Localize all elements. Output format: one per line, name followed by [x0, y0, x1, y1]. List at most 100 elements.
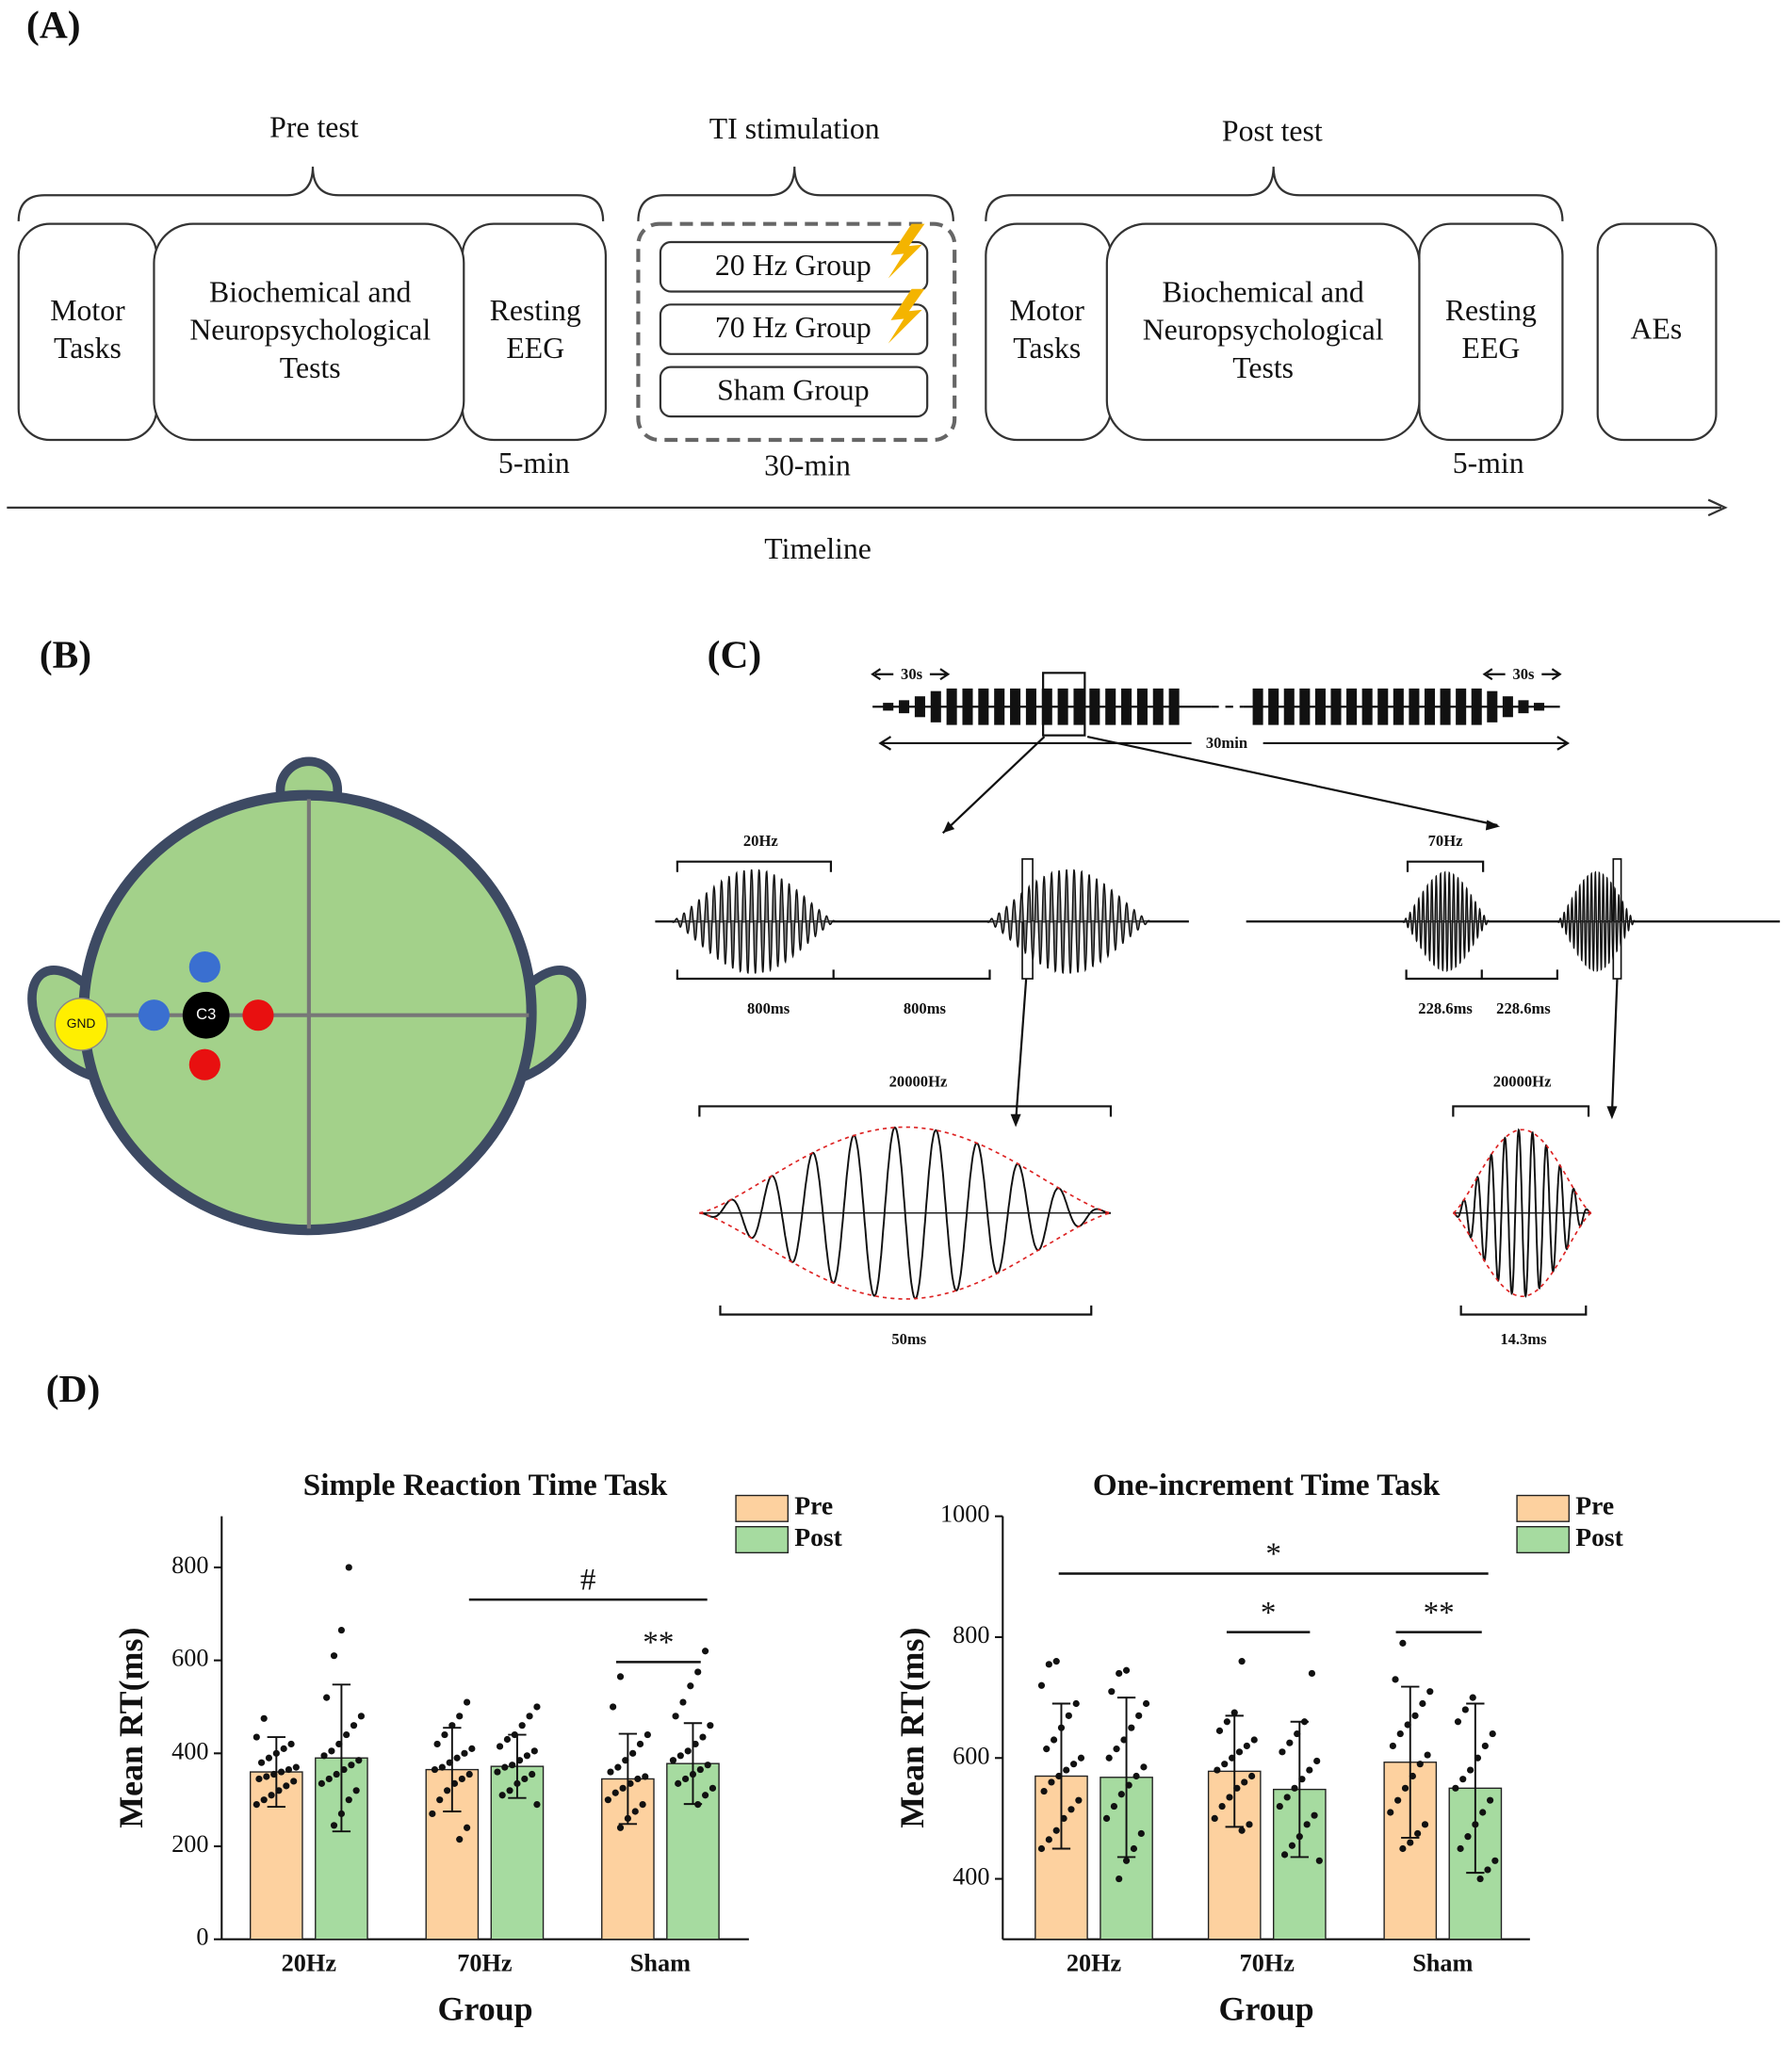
data-point	[345, 1796, 352, 1804]
pulse	[1152, 688, 1164, 725]
pulse	[1252, 688, 1263, 725]
data-point	[1461, 1706, 1469, 1713]
data-point	[616, 1673, 625, 1681]
y-tick-label: 600	[171, 1645, 208, 1672]
pulse	[1361, 688, 1373, 725]
data-point	[1122, 1666, 1131, 1674]
data-point	[1387, 1809, 1394, 1816]
data-point	[1454, 1718, 1462, 1726]
data-point	[337, 1626, 345, 1634]
error-bar	[443, 1727, 462, 1812]
data-point	[1279, 1748, 1286, 1756]
y-tick-label: 800	[171, 1551, 208, 1579]
data-point	[701, 1792, 709, 1799]
data-point	[1452, 1784, 1459, 1792]
data-point	[1045, 1836, 1052, 1843]
x-tick-label: Sham	[630, 1949, 691, 1976]
data-point	[1491, 1857, 1499, 1864]
data-point	[285, 1765, 293, 1774]
data-point	[323, 1694, 331, 1701]
data-point	[1037, 1844, 1046, 1853]
pulse	[1121, 688, 1132, 725]
data-point	[694, 1668, 702, 1676]
data-point	[464, 1824, 471, 1831]
data-point	[1117, 1791, 1125, 1798]
electrode	[188, 1048, 220, 1080]
data-point	[1291, 1784, 1298, 1792]
duration-label: 228.6ms	[1418, 999, 1473, 1017]
data-point	[1238, 1658, 1246, 1665]
y-tick-label: 200	[171, 1830, 208, 1858]
bracket	[1452, 1105, 1590, 1117]
pulse	[1409, 688, 1420, 725]
box	[153, 222, 465, 442]
data-point	[498, 1792, 506, 1799]
significance-label: *	[1265, 1536, 1281, 1571]
data-point	[1396, 1730, 1404, 1738]
data-point	[701, 1648, 709, 1655]
zoom-box	[1612, 858, 1622, 980]
data-point	[1052, 1658, 1060, 1665]
data-point	[1407, 1839, 1414, 1846]
data-point	[675, 1779, 682, 1787]
data-point	[1075, 1796, 1083, 1804]
data-point	[320, 1752, 328, 1760]
pulse	[1168, 688, 1180, 725]
pulse	[1518, 700, 1529, 714]
data-point	[1399, 1844, 1407, 1853]
legend-swatch	[1516, 1526, 1571, 1554]
x-axis-label: Group	[438, 1989, 533, 2027]
pulse	[1330, 688, 1342, 725]
data-point	[1459, 1776, 1467, 1783]
data-point	[287, 1740, 295, 1748]
data-point	[1215, 1727, 1224, 1734]
panel-label: (C)	[708, 633, 762, 677]
data-point	[1048, 1778, 1055, 1786]
pulse	[1502, 696, 1513, 718]
pulse	[1073, 688, 1084, 725]
x-tick-label: 70Hz	[457, 1949, 513, 1976]
electrode-label: GND	[67, 1015, 96, 1031]
pulse	[1487, 690, 1498, 723]
legend-label: Post	[794, 1522, 842, 1551]
data-point	[696, 1765, 704, 1774]
data-point	[343, 1730, 350, 1739]
data-point	[709, 1784, 717, 1792]
data-point	[1394, 1796, 1402, 1804]
error-bar	[267, 1736, 285, 1809]
pulse	[1471, 688, 1482, 725]
data-point	[1250, 1736, 1258, 1744]
data-point	[348, 1762, 355, 1769]
panel-label: (D)	[46, 1367, 101, 1411]
error-bar	[1290, 1720, 1309, 1859]
y-tick-label: 800	[953, 1621, 989, 1648]
panel-label: (B)	[40, 633, 91, 677]
pulse	[930, 690, 941, 723]
data-point	[1221, 1761, 1229, 1768]
electrode	[188, 951, 220, 983]
pulse	[914, 696, 925, 718]
group-text: 20 Hz Group	[715, 249, 872, 282]
data-point	[669, 1757, 677, 1764]
data-point	[518, 1722, 526, 1729]
data-point	[444, 1787, 451, 1794]
data-point	[1116, 1669, 1123, 1678]
period-label: 50ms	[891, 1330, 926, 1348]
data-point	[607, 1768, 614, 1776]
pulse	[883, 703, 894, 711]
data-point	[529, 1770, 536, 1778]
data-point	[1276, 1802, 1283, 1811]
data-point	[676, 1752, 684, 1760]
data-point	[429, 1810, 436, 1818]
panel-b: (B) GND C3	[27, 633, 587, 1236]
x-axis-label: Group	[1219, 1989, 1314, 2027]
data-point	[330, 1822, 338, 1829]
box-text: Biochemical and Neuropsychological Tests	[189, 276, 431, 384]
data-point	[1128, 1724, 1135, 1731]
data-point	[1481, 1742, 1489, 1750]
duration: 5-min	[1453, 447, 1524, 479]
error-bar	[508, 1733, 527, 1799]
data-point	[1040, 1787, 1048, 1795]
freq-label: 70Hz	[1428, 832, 1463, 850]
pulse	[1377, 688, 1389, 725]
